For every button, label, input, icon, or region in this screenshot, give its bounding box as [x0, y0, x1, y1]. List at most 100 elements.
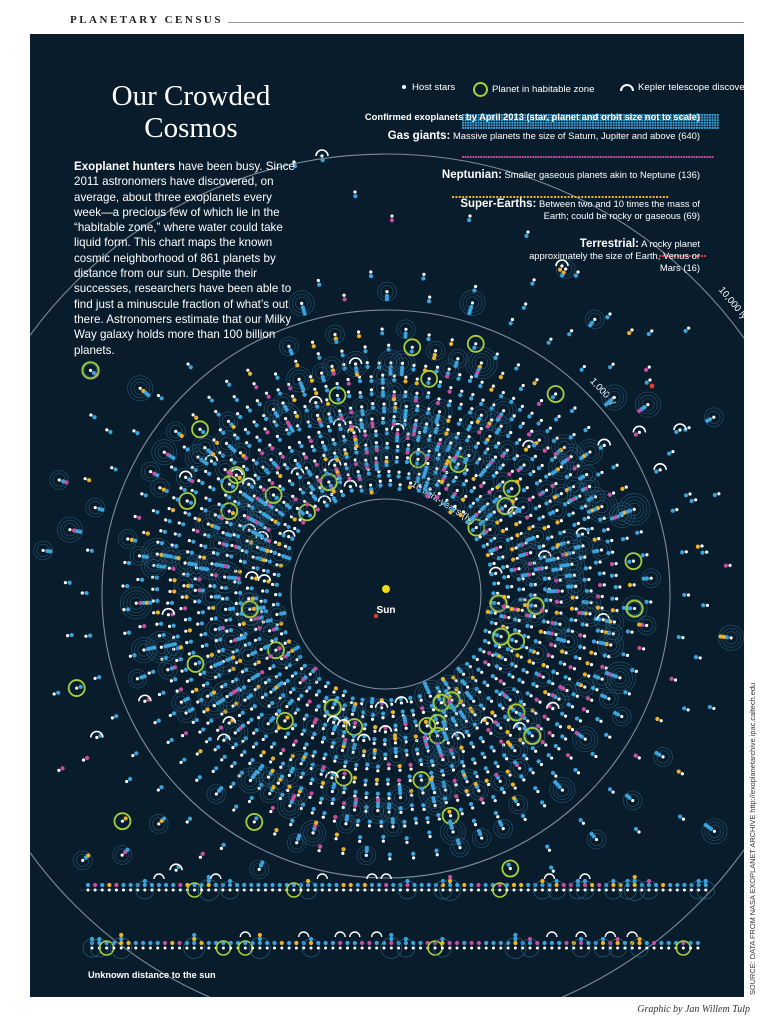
planet: [537, 516, 542, 521]
planet: [528, 648, 534, 653]
planet: [466, 427, 471, 432]
planet: [447, 809, 452, 814]
gas-giants-count-bar: [514, 124, 516, 127]
planet: [356, 818, 361, 824]
gas-giants-count-bar: [599, 124, 602, 127]
host-star: [470, 407, 474, 411]
planet: [280, 792, 285, 797]
host-star: [333, 332, 337, 337]
host-star: [267, 478, 271, 482]
host-star: [242, 888, 246, 892]
host-star: [235, 612, 239, 616]
host-star: [540, 888, 544, 892]
host-star: [175, 658, 179, 663]
host-star: [517, 567, 521, 571]
planet: [171, 623, 176, 628]
planet: [312, 731, 317, 737]
planet: [558, 684, 563, 690]
planet: [360, 425, 365, 430]
planet: [232, 448, 237, 453]
host-star: [425, 724, 429, 728]
planet: [644, 380, 649, 385]
planet: [402, 718, 408, 724]
planet: [484, 778, 489, 783]
planet: [496, 556, 501, 561]
planet: [429, 759, 435, 764]
planet: [316, 689, 322, 694]
gas-giants-count-bar: [644, 121, 646, 124]
host-star: [89, 413, 93, 417]
planet: [263, 734, 269, 739]
host-star: [261, 589, 265, 593]
host-star: [148, 946, 152, 950]
planet: [327, 428, 332, 433]
planet: [199, 621, 204, 626]
host-star: [321, 726, 325, 731]
host-star: [594, 837, 599, 842]
planet: [460, 769, 465, 774]
planet: [308, 472, 313, 477]
gas-giants-count-bar: [641, 124, 644, 127]
host-star: [537, 504, 542, 508]
gas-giants-count-bar: [547, 121, 550, 124]
host-star: [75, 686, 79, 690]
host-star: [191, 720, 195, 724]
host-star: [549, 756, 554, 760]
planet: [213, 616, 218, 621]
host-star: [473, 823, 478, 827]
gas-giants-count-bar: [516, 121, 519, 124]
planet: [306, 878, 311, 884]
host-star: [278, 484, 282, 488]
gas-giants-count-bar: [620, 127, 623, 129]
host-star: [308, 375, 313, 379]
host-star: [262, 413, 266, 418]
host-star: [237, 623, 242, 627]
host-star: [391, 714, 395, 718]
host-star: [360, 946, 364, 950]
planet: [480, 751, 485, 756]
host-star: [681, 636, 685, 640]
host-star: [217, 649, 221, 653]
host-star: [554, 392, 558, 396]
planet: [586, 940, 591, 946]
planet: [553, 451, 559, 457]
planet: [494, 652, 499, 657]
host-star: [195, 752, 199, 756]
planet: [508, 321, 513, 326]
host-star: [264, 681, 268, 685]
planet: [403, 408, 409, 413]
kepler-marker: [336, 719, 351, 726]
host-star: [648, 378, 652, 382]
gas-giants-count-bar: [623, 124, 626, 127]
neptunian-count-bar: [527, 156, 529, 158]
planet: [492, 499, 497, 504]
host-star: [529, 694, 533, 698]
host-star: [333, 759, 337, 763]
host-star: [213, 748, 217, 752]
orbit-ring: [254, 676, 288, 709]
kepler-marker: [374, 700, 389, 708]
planet: [445, 374, 450, 379]
host-star: [474, 473, 478, 478]
gas-giants-count-bar: [568, 124, 571, 127]
planet: [471, 654, 476, 660]
gas-giants-count-bar: [519, 124, 522, 127]
planet: [379, 819, 384, 825]
host-star: [248, 778, 252, 783]
host-star: [244, 441, 249, 445]
gas-giants-count-bar: [490, 121, 493, 124]
host-star: [184, 629, 188, 633]
gas-giants-count-bar: [698, 121, 701, 124]
neptunian-count-bar: [542, 156, 545, 158]
planet: [470, 757, 476, 762]
orbit-ring: [560, 539, 587, 566]
planet: [294, 940, 299, 946]
host-star: [510, 317, 515, 322]
host-star: [126, 537, 130, 541]
planet: [220, 563, 225, 568]
planet: [168, 554, 173, 559]
host-star: [174, 429, 178, 433]
host-star: [557, 414, 561, 418]
planet: [363, 433, 368, 438]
host-star: [273, 372, 278, 376]
